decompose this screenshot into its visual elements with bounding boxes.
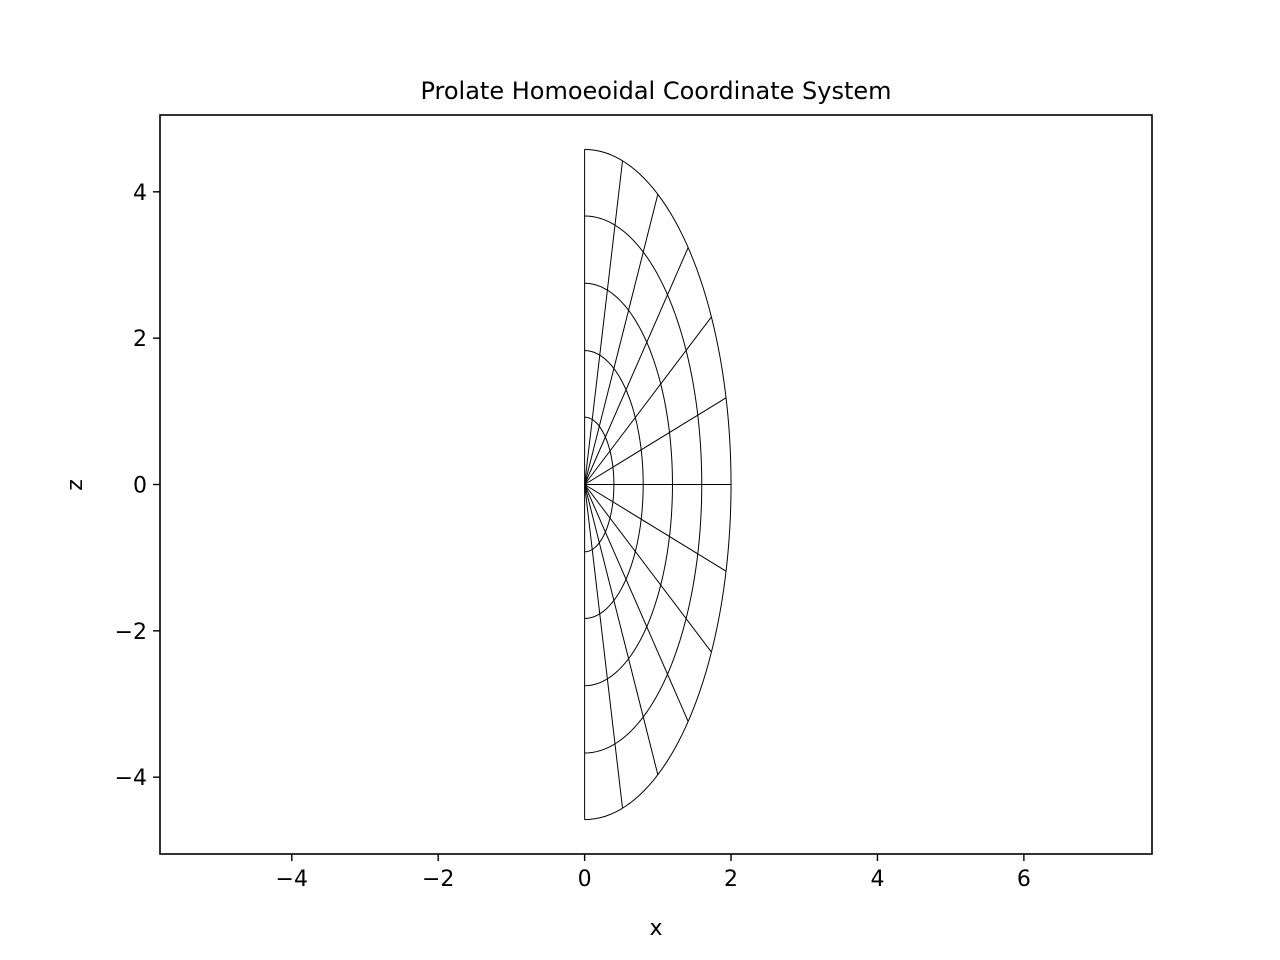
ray-line-9	[584, 484, 712, 653]
y-tick-label: −2	[115, 620, 147, 645]
x-axis-label: x	[649, 916, 662, 941]
ray-line-4	[584, 247, 689, 485]
y-tick-label: 0	[133, 474, 147, 499]
x-tick-label: 2	[724, 867, 738, 892]
ray-line-8	[584, 484, 727, 572]
ray-line-2	[584, 160, 624, 485]
ray-line-11	[584, 484, 659, 775]
chart-title: Prolate Homoeoidal Coordinate System	[420, 77, 891, 105]
ray-line-10	[584, 484, 689, 722]
ray-line-3	[584, 194, 659, 485]
x-axis-ticks: −4 −2 0 2 4 6	[276, 854, 1031, 892]
ray-line-5	[584, 316, 712, 485]
x-tick-label: −4	[276, 867, 308, 892]
x-tick-label: 6	[1017, 867, 1031, 892]
y-tick-label: −4	[115, 766, 147, 791]
y-axis-label: z	[63, 479, 88, 491]
x-tick-label: 4	[870, 867, 884, 892]
x-tick-label: −2	[422, 867, 454, 892]
ray-line-12	[584, 484, 624, 809]
plot-lines	[584, 148, 732, 821]
x-tick-label: 0	[578, 867, 592, 892]
y-axis-ticks: −4 −2 0 2 4	[115, 181, 160, 791]
y-tick-label: 2	[133, 327, 147, 352]
y-tick-label: 4	[133, 181, 147, 206]
ray-line-6	[584, 397, 727, 485]
